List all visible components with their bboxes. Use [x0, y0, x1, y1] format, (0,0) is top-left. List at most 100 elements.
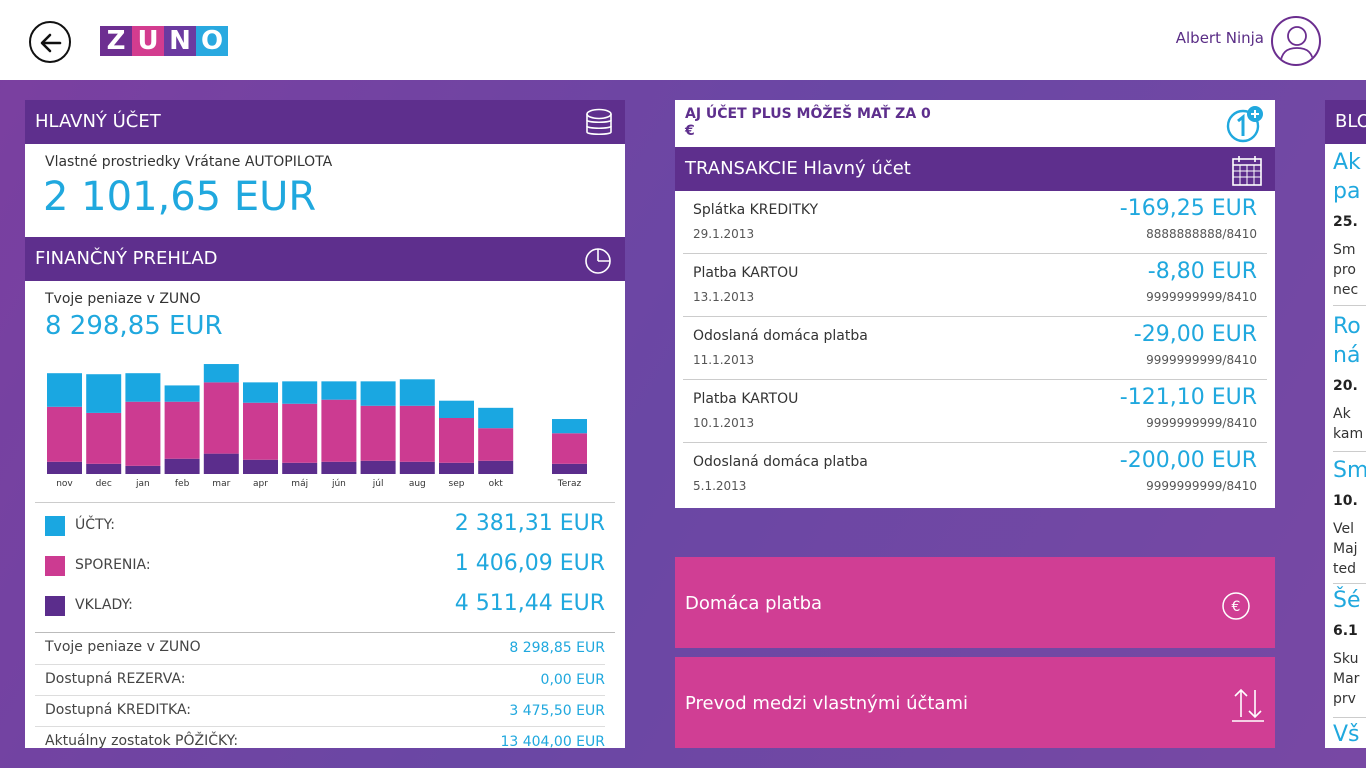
legend-label-accounts: ÚČTY: [75, 517, 115, 533]
transaction-row[interactable]: Platba KARTOU 13.1.2013 -8,80 EUR 999999… [683, 254, 1267, 317]
blog-item-date: 25. [1333, 214, 1358, 230]
summary-value: 3 475,50 EUR [509, 703, 605, 719]
x-tick-label: apr [253, 479, 268, 489]
summary-label: Aktuálny zostatok PÔŽIČKY: [45, 733, 239, 748]
transaction-date: 5.1.2013 [693, 479, 747, 493]
blog-panel[interactable]: BLO Ak pa 25. Sm pro nec Ro ná 20. Ak ka… [1325, 100, 1366, 748]
monthly-stacked-bar-chart: nov dec jan feb mar apr máj jún júl aug sep okt Tera… [47, 364, 587, 489]
legend-divider [35, 502, 615, 503]
calendar-icon [1232, 156, 1262, 186]
legend-row-accounts: ÚČTY: 2 381,31 EUR [45, 511, 605, 541]
bar-segment [203, 453, 239, 474]
legend-row-deposits: VKLADY: 4 511,44 EUR [45, 591, 605, 621]
promo-text: AJ ÚČET PLUS MÔŽEŠ MAŤ ZA 0 € [685, 106, 931, 139]
bar-segment [321, 381, 357, 400]
transaction-amount: -169,25 EUR [1119, 196, 1257, 221]
main-account-amount: 2 101,65 EUR [43, 174, 317, 220]
bar-segment [47, 373, 82, 407]
bar-segment [399, 379, 435, 406]
blog-item-title: Sm [1333, 458, 1366, 483]
blog-item[interactable]: Ro ná 20. Ak kam [1333, 312, 1366, 452]
main-account-header: HLAVNÝ ÚČET [25, 100, 625, 144]
bar-segment [125, 401, 161, 466]
blog-item[interactable]: Sm 10. Vel Maj ted [1333, 456, 1366, 584]
domestic-payment-button[interactable]: Domáca platba € [675, 557, 1275, 648]
blog-item-title: Ro ná [1333, 314, 1361, 368]
bar-segment [164, 401, 200, 459]
bar-segment [282, 462, 318, 474]
bar-segment [164, 458, 200, 474]
transaction-date: 13.1.2013 [693, 290, 755, 304]
bar-segment [321, 461, 357, 474]
financial-overview-header: FINANČNÝ PREHĽAD [25, 237, 625, 281]
blog-item[interactable]: Vš [1333, 720, 1366, 748]
back-button[interactable] [29, 21, 71, 63]
transaction-name: Odoslaná domáca platba [693, 328, 868, 344]
transaction-row[interactable]: Platba KARTOU 10.1.2013 -121,10 EUR 9999… [683, 380, 1267, 443]
legend-swatch-savings [45, 556, 65, 576]
x-tick-label: máj [291, 479, 308, 489]
transaction-date: 10.1.2013 [693, 416, 755, 430]
transaction-amount: -200,00 EUR [1119, 448, 1257, 473]
transactions-header: TRANSAKCIE Hlavný účet [675, 147, 1275, 191]
euro-circle-icon: € [1222, 592, 1250, 620]
x-tick-label: Teraz [557, 479, 582, 489]
bar-segment [282, 381, 318, 404]
bar-segment [321, 399, 357, 462]
promo-banner[interactable]: AJ ÚČET PLUS MÔŽEŠ MAŤ ZA 0 € [675, 100, 1275, 147]
legend-row-savings: SPORENIA: 1 406,09 EUR [45, 551, 605, 581]
transaction-name: Odoslaná domáca platba [693, 454, 868, 470]
legend-value-savings: 1 406,09 EUR [454, 551, 605, 576]
x-tick-label: mar [212, 479, 230, 489]
transaction-date: 11.1.2013 [693, 353, 755, 367]
logo-letter: N [164, 26, 196, 56]
transaction-amount: -29,00 EUR [1133, 322, 1257, 347]
bar-segment [552, 433, 587, 464]
bar-segment [243, 459, 278, 474]
bar-segment [86, 412, 122, 464]
bar-segment [282, 403, 318, 463]
money-in-zuno-label: Tvoje peniaze v ZUNO [45, 291, 201, 307]
main-account-panel[interactable]: HLAVNÝ ÚČET Vlastné prostriedky Vrátane … [25, 100, 625, 237]
bar-segment [86, 463, 122, 474]
transaction-date: 29.1.2013 [693, 227, 755, 241]
legend-label-deposits: VKLADY: [75, 597, 133, 613]
blog-item-date: 6.1 [1333, 623, 1358, 639]
x-tick-label: okt [489, 479, 504, 489]
blog-item-text: Sm pro nec [1333, 242, 1359, 298]
user-avatar-icon[interactable] [1271, 16, 1321, 66]
bar-segment [439, 462, 474, 474]
user-name[interactable]: Albert Ninja [1175, 29, 1264, 47]
transaction-row[interactable]: Odoslaná domáca platba 5.1.2013 -200,00 … [683, 443, 1267, 506]
bar-segment [399, 405, 435, 462]
blog-header: BLO [1325, 100, 1366, 144]
x-tick-label: feb [175, 479, 190, 489]
x-tick-label: jún [331, 479, 346, 489]
transaction-name: Splátka KREDITKY [693, 202, 819, 218]
transaction-row[interactable]: Odoslaná domáca platba 11.1.2013 -29,00 … [683, 317, 1267, 380]
blog-item[interactable]: Šé 6.1 Sku Mar prv [1333, 586, 1366, 718]
financial-overview-title: FINANČNÝ PREHĽAD [35, 248, 218, 269]
money-in-zuno-amount: 8 298,85 EUR [45, 311, 223, 341]
transaction-account: 9999999999/8410 [1146, 353, 1257, 367]
x-tick-label: nov [56, 479, 73, 489]
bar-segment [47, 461, 82, 474]
legend-swatch-deposits [45, 596, 65, 616]
blog-item-text: Vel Maj ted [1333, 521, 1358, 577]
transaction-name: Platba KARTOU [693, 265, 799, 281]
bar-segment [439, 400, 474, 418]
bar-segment [164, 385, 200, 402]
financial-overview-panel[interactable]: FINANČNÝ PREHĽAD Tvoje peniaze v ZUNO 8 … [25, 237, 625, 748]
logo-letter: U [132, 26, 164, 56]
x-tick-label: aug [409, 479, 426, 489]
pie-chart-icon [585, 248, 611, 274]
transaction-account: 9999999999/8410 [1146, 416, 1257, 430]
own-accounts-transfer-button[interactable]: Prevod medzi vlastnými účtami [675, 657, 1275, 748]
summary-value: 8 298,85 EUR [509, 640, 605, 656]
transactions-panel[interactable]: TRANSAKCIE Hlavný účet Splátka KREDITKY … [675, 147, 1275, 508]
transaction-row[interactable]: Splátka KREDITKY 29.1.2013 -169,25 EUR 8… [683, 191, 1267, 254]
blog-item[interactable]: Ak pa 25. Sm pro nec [1333, 148, 1366, 306]
blog-item-title: Vš [1333, 722, 1360, 747]
